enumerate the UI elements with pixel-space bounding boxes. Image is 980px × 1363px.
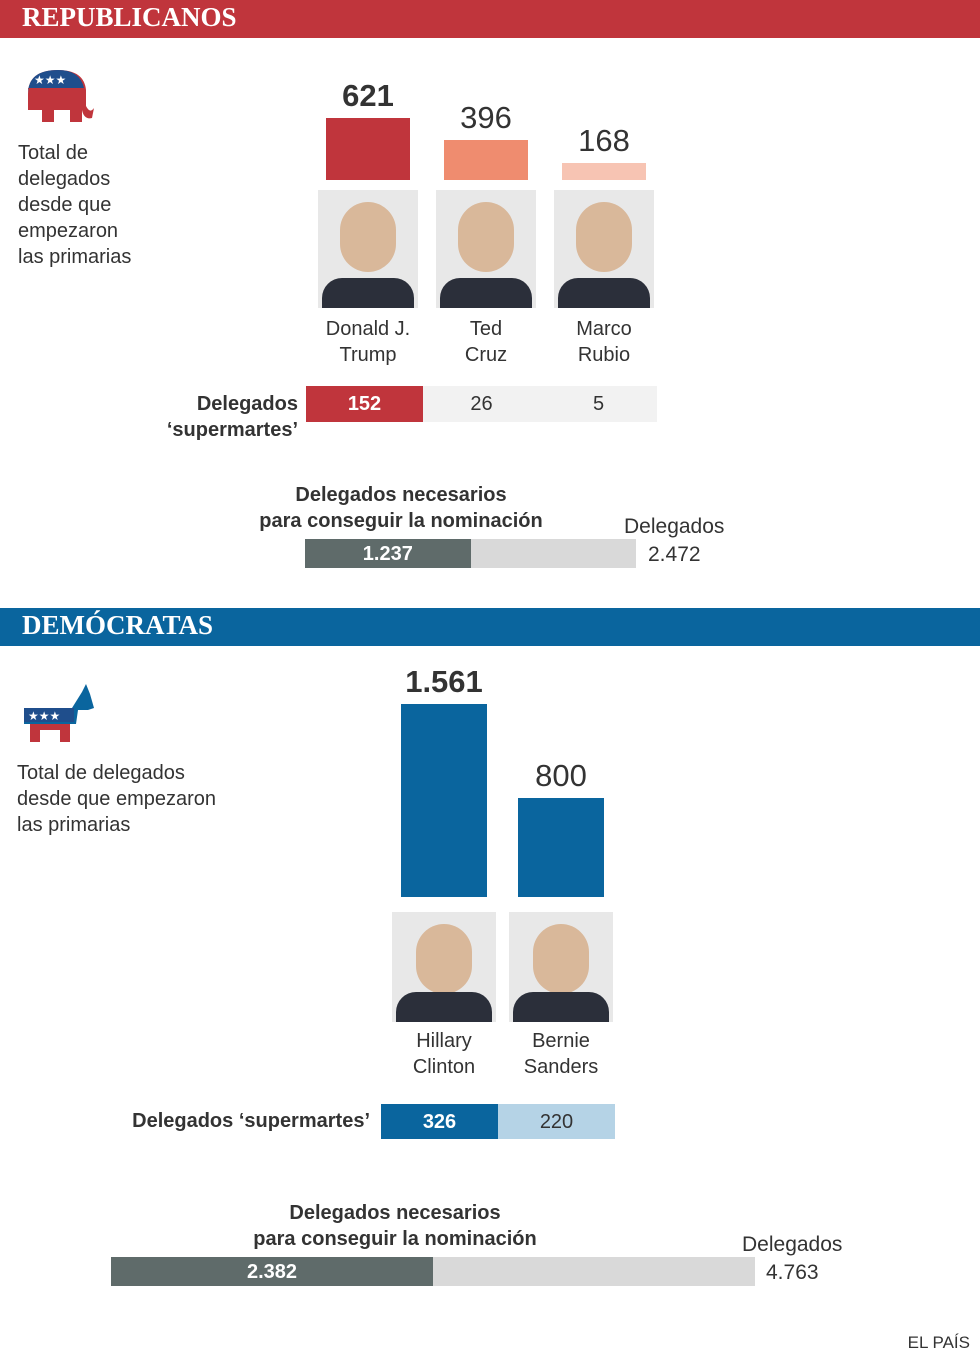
portrait-head [340,202,396,272]
cell-value: 152 [347,393,382,415]
portrait-head [416,924,472,994]
chart-title: Total de delegados desde que empezaron l… [17,762,217,836]
source: EL PAÍS [907,1333,970,1352]
candidate-name: Hillary Clinton [412,1030,476,1078]
section-header: DEMÓCRATAS [0,608,980,646]
portrait-body [440,278,532,308]
section-title: DEMÓCRATAS [22,610,214,640]
value-label: 1.561 [405,663,483,699]
axis-label: Delegados [624,515,725,538]
portrait [436,190,536,308]
portrait [509,912,613,1022]
elephant-icon: ★★★ [28,70,94,122]
section-title: REPUBLICANOS [22,2,237,32]
portrait [318,190,418,308]
total-label: 4.763 [766,1261,819,1284]
chart-title: Total de delegados desde que empezaron l… [18,142,132,268]
fill-bar: 2.382 [111,1257,434,1286]
axis-label: Delegados [742,1233,843,1256]
bar [326,117,410,180]
cell: 220 [498,1104,615,1139]
value-label: 621 [342,77,394,113]
cell: 152 [306,386,423,422]
cell-value: 26 [470,393,493,415]
fill-bar: 1.237 [305,539,471,568]
value-label: 2.382 [247,1260,298,1283]
portrait-body [322,278,414,308]
candidate-name: Donald J. Trump [325,318,411,366]
cell: 326 [381,1104,498,1139]
total-label: 2.472 [648,543,701,566]
cell: 5 [540,386,657,422]
candidate-name: Marco Rubio [576,318,632,366]
portrait-body [396,992,492,1022]
row-label: Delegados ‘supermartes’ [132,1110,370,1132]
cell-value: 326 [422,1110,457,1133]
candidate-name: Ted Cruz [464,318,508,366]
value-label: 1.237 [362,542,413,565]
row-label: Delegados ‘supermartes’ [166,393,298,441]
value-label: 168 [578,123,630,159]
portrait [392,912,496,1022]
portrait-head [458,202,514,272]
portrait-body [558,278,650,308]
cell: 26 [423,386,540,422]
svg-text:★★★: ★★★ [28,709,60,723]
bar [562,163,646,180]
donkey-icon: ★★★ [24,684,94,742]
chart-title: Delegados necesarios para conseguir la n… [253,1202,537,1250]
portrait-head [533,924,589,994]
candidate-name: Bernie Sanders [523,1030,599,1078]
portrait [554,190,654,308]
portrait-head [576,202,632,272]
bar [401,703,487,897]
svg-text:★★★: ★★★ [34,73,66,87]
cell-value: 5 [592,393,605,415]
section-header: REPUBLICANOS [0,0,980,38]
value-label: 800 [535,758,587,793]
portrait-body [513,992,609,1022]
bar [518,798,604,897]
cell-value: 220 [539,1110,574,1133]
bar [444,140,528,180]
value-label: 396 [460,100,512,136]
chart-title: Delegados necesarios para conseguir la n… [259,484,543,532]
